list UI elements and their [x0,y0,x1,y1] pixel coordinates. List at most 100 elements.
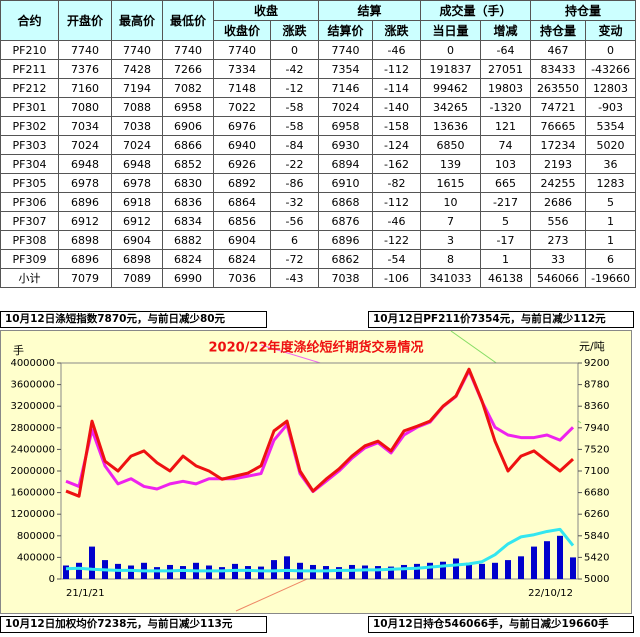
table-cell: 6898 [58,230,112,250]
table-cell: 6824 [213,249,271,269]
table-cell: 6 [585,249,637,269]
table-cell: 6856 [213,211,271,231]
y-tick-label: 2400000 [10,444,55,455]
table-row: PF210 7740 7740 7740 7740 0 7740 -46 0 -64 467 0 [0,40,637,60]
table-cell: 3 [420,230,482,250]
table-cell: -56 [269,211,320,231]
table-cell: PF308 [0,230,59,250]
table-cell: -86 [269,173,320,193]
table-row: PF303 7024 7024 6866 6940 -84 6930 -124 6850 74 17… [0,135,637,155]
table-cell: 0 [269,40,320,60]
bar [76,562,82,579]
table-cell: 5 [480,211,532,231]
table-cell: -140 [372,97,422,117]
table-cell: 7022 [213,97,271,117]
table-cell: 273 [530,230,587,250]
table-cell: 7266 [162,59,214,79]
table-cell: 10 [420,192,482,212]
bar [401,564,407,579]
table-cell: 467 [530,40,587,60]
table-cell: PF307 [0,211,59,231]
table-cell: 7740 [111,40,163,60]
table-cell: 7089 [111,268,163,288]
bar [258,566,264,579]
table-cell: 665 [480,173,532,193]
bar [63,565,69,579]
bar [505,560,511,579]
table-cell: 6852 [162,154,214,174]
y-tick-label: 0 [49,574,55,585]
table-cell: 7740 [318,40,374,60]
table-cell: -112 [372,192,422,212]
table-cell: 7024 [318,97,374,117]
table-cell: 33 [530,249,587,269]
table-cell: -122 [372,230,422,250]
table-cell: 7024 [111,135,163,155]
table-row: PF304 6948 6948 6852 6926 -22 6894 -162 139 103 21… [0,154,637,174]
table-cell: 17234 [530,135,587,155]
table-cell: 7160 [58,78,112,98]
table-cell: 0 [585,40,637,60]
x-tick-label: 21/1/21 [66,588,105,599]
note: 10月12日加权均价7238元，与前日减少113元 [0,616,267,633]
bar [453,558,459,579]
line [65,367,575,498]
table-cell: 74721 [530,97,587,117]
table-row: PF306 6896 6918 6836 6864 -32 6868 -112 10 -217 26… [0,192,637,212]
table-cell: 6896 [318,230,374,250]
table-row: PF212 7160 7194 7082 7148 -12 7146 -114 99462 198… [0,78,637,98]
y-tick-label: 800000 [17,531,55,542]
y-tick-label: 400000 [17,552,55,563]
table-cell: 8 [420,249,482,269]
table-cell: 7082 [162,78,214,98]
table-cell: 27051 [480,59,532,79]
y-tick-label: 1200000 [10,509,55,520]
table-cell: PF303 [0,135,59,155]
table-cell: -46 [372,211,422,231]
table-cell: 6912 [111,211,163,231]
data-table: 合约 开盘价 最高价 最低价 收盘 结算 成交量（手） 持仓量 收盘价 涨跌 结算价 涨跌 当日量 增减持… [0,0,637,288]
table-cell: -106 [372,268,422,288]
y-tick-label: 3600000 [10,380,55,391]
bar [154,567,160,579]
table-cell: -32 [269,192,320,212]
table-cell: 6876 [318,211,374,231]
table-cell: 6894 [318,154,374,174]
table-cell: 6892 [213,173,271,193]
bar [531,546,537,579]
table-cell: 5354 [585,116,637,136]
note: 10月12日涤短指数7870元，与前日减少80元 [0,311,267,328]
table-cell: 6958 [162,97,214,117]
table-cell: 139 [420,154,482,174]
bar [544,541,550,579]
table-cell: 6926 [213,154,271,174]
table-cell: 7079 [58,268,112,288]
chart: 2020/22年度涤纶短纤期货交易情况 手 元/吨 0 400000 800000 1… [0,330,632,614]
table-cell: 6978 [58,173,112,193]
header-cell: 最高价 [111,0,163,41]
header-cell: 持仓量 [530,20,587,41]
bar [557,535,563,579]
table-cell: PF210 [0,40,59,60]
table-row: PF302 7034 7038 6906 6976 -58 6958 -158 13636 121… [0,116,637,136]
table-cell: 6948 [111,154,163,174]
chart-title: 2020/22年度涤纶短纤期货交易情况 [208,340,423,356]
bar [492,562,498,579]
table-cell: PF211 [0,59,59,79]
y-tick-label: 2800000 [10,423,55,434]
bar [466,562,472,579]
y-tick-label: 2000000 [10,466,55,477]
table-cell: 7038 [318,268,374,288]
header-cell: 当日量 [420,20,482,41]
table-cell: 1 [585,211,637,231]
table-cell: 556 [530,211,587,231]
y-tick-label: 4000000 [10,358,55,369]
note: 10月12日持仓546066手，与前日减少19660手 [368,616,634,633]
table-cell: 19803 [480,78,532,98]
table-cell: 13636 [420,116,482,136]
table-cell: PF309 [0,249,59,269]
bar [479,563,485,579]
y2-tick-label: 7100 [584,466,609,477]
table-cell: 6976 [213,116,271,136]
